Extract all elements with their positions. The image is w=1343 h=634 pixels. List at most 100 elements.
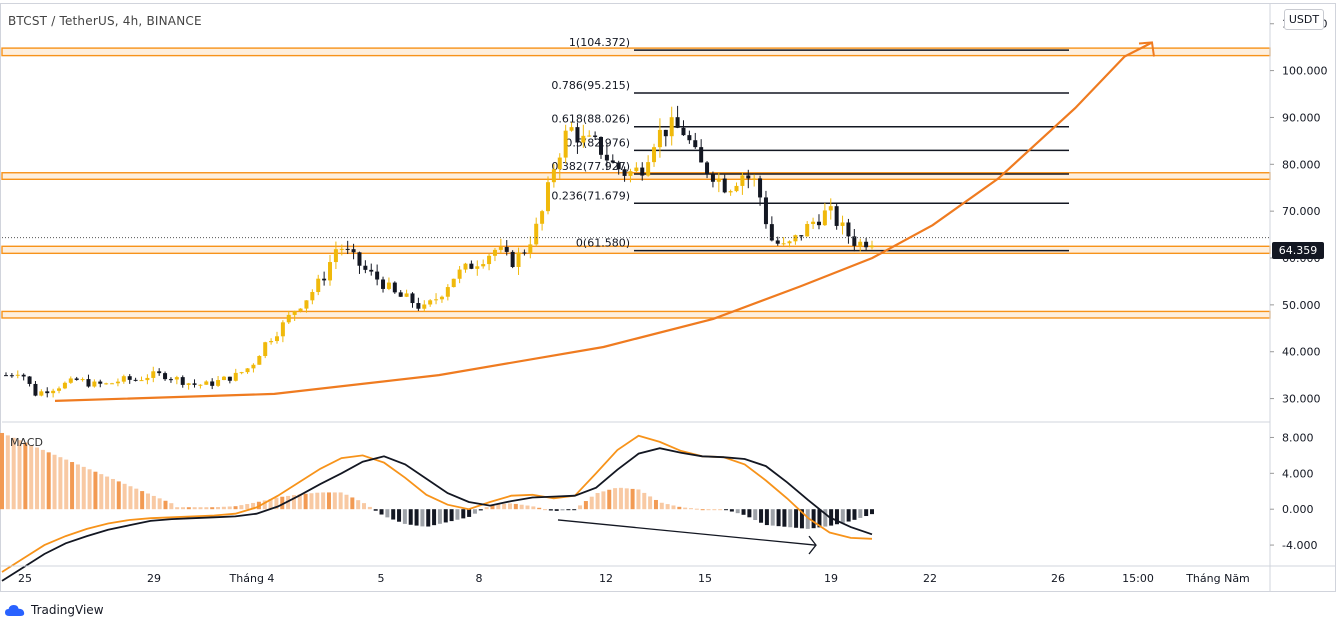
candle-body [375, 271, 380, 280]
macd-histogram-bar [140, 491, 145, 510]
candle-body [610, 160, 615, 163]
candle-body [163, 373, 168, 380]
time-tick-label: 12 [599, 572, 613, 585]
fib-level-label: 0.236(71.679) [551, 189, 630, 202]
candle-body [21, 374, 26, 377]
candle-body [593, 135, 598, 137]
macd-histogram-bar [0, 432, 4, 510]
trend-curve-arrowhead [1138, 41, 1155, 57]
candle-body [263, 342, 268, 357]
candle-body [133, 379, 138, 381]
candle-body [392, 282, 397, 293]
macd-histogram-bar [309, 493, 314, 510]
candle-body [428, 300, 433, 305]
candle-body [104, 383, 109, 385]
macd-histogram-bar [64, 459, 69, 510]
candle-body [852, 236, 857, 246]
candle-body [404, 293, 409, 297]
macd-histogram-bar [291, 495, 296, 510]
candle-body [469, 263, 474, 269]
candle-body [816, 221, 821, 226]
candle-body [563, 130, 568, 158]
macd-histogram-bar [811, 509, 816, 529]
candle-body [316, 278, 321, 293]
candle-body [787, 241, 792, 244]
time-tick-label: 15:00 [1122, 572, 1154, 585]
candle-body [540, 211, 545, 224]
macd-histogram-bar [618, 487, 623, 510]
price-tick-label: 70.000 [1282, 205, 1321, 218]
candle-body [599, 136, 604, 155]
candle-body [545, 182, 550, 212]
candle-body [180, 377, 185, 385]
candle-body [840, 222, 845, 226]
macd-histogram-bar [461, 509, 466, 519]
time-tick-label: 15 [698, 572, 712, 585]
macd-histogram-bar [70, 462, 75, 510]
candle-body [846, 222, 851, 237]
fib-level-label: 0.786(95.215) [551, 79, 630, 92]
macd-histogram-bar [794, 509, 799, 528]
macd-histogram-bar [671, 505, 676, 510]
macd-histogram-bar [496, 504, 501, 510]
candles [2, 105, 1270, 398]
macd-histogram-bar [858, 509, 863, 518]
macd-histogram-bar [437, 509, 442, 524]
candle-body [534, 223, 539, 245]
macd-histogram-bar [712, 509, 717, 511]
macd-histogram-bar [782, 509, 787, 527]
macd-histogram-bar [653, 499, 658, 510]
macd-histogram-bar [537, 507, 542, 510]
macd-panel [0, 421, 1270, 582]
macd-histogram-bar [52, 454, 57, 510]
macd-histogram-bar [397, 509, 402, 522]
candle-body [298, 308, 303, 312]
macd-histogram-bar [578, 505, 583, 510]
macd-histogram-bar [688, 508, 693, 510]
macd-histogram-bar [636, 489, 641, 510]
macd-histogram-bar [805, 509, 810, 529]
macd-histogram-bar [151, 495, 156, 510]
candle-body [369, 269, 374, 272]
macd-histogram-bar [694, 508, 699, 510]
candle-body [793, 235, 798, 242]
candle-body [398, 292, 403, 297]
candle-body [233, 372, 238, 381]
candle-body [386, 282, 391, 289]
candle-body [663, 129, 668, 137]
macd-histogram-bar [315, 492, 320, 510]
candle-body [699, 147, 704, 163]
divergence-arrowhead [808, 535, 817, 555]
candle-body [86, 379, 91, 387]
candle-body [151, 371, 156, 378]
macd-histogram-bar [724, 509, 729, 511]
candle-body [693, 140, 698, 148]
candle-body [481, 264, 486, 267]
candle-body [216, 380, 221, 386]
macd-histogram-bar [274, 497, 279, 510]
macd-histogram-bar [87, 469, 92, 510]
macd-histogram-bar [764, 509, 769, 526]
currency-unit-badge[interactable]: USDT [1284, 9, 1324, 30]
candle-body [528, 244, 533, 253]
fib-level-label: 0.618(88.026) [551, 113, 630, 126]
macd-histogram-bar [426, 509, 431, 527]
candle-body [811, 221, 816, 224]
price-tick-label: 40.000 [1282, 346, 1321, 359]
candle-body [74, 378, 79, 380]
macd-histogram-bar [116, 481, 121, 510]
price-tick-label: 100.000 [1282, 65, 1328, 78]
macd-histogram-bar [799, 509, 804, 529]
tradingview-logo[interactable]: TradingView [4, 601, 104, 619]
candle-body [498, 247, 503, 250]
macd-histogram-bar [624, 488, 629, 510]
candle-body [710, 174, 715, 182]
macd-histogram-bar [572, 509, 577, 511]
macd-histogram-bar [181, 507, 186, 510]
candle-body [322, 278, 327, 281]
trend-curve-line [54, 41, 1153, 402]
macd-histogram-bar [718, 509, 723, 511]
candle-body [687, 135, 692, 141]
price-tick-label: 80.000 [1282, 158, 1321, 171]
